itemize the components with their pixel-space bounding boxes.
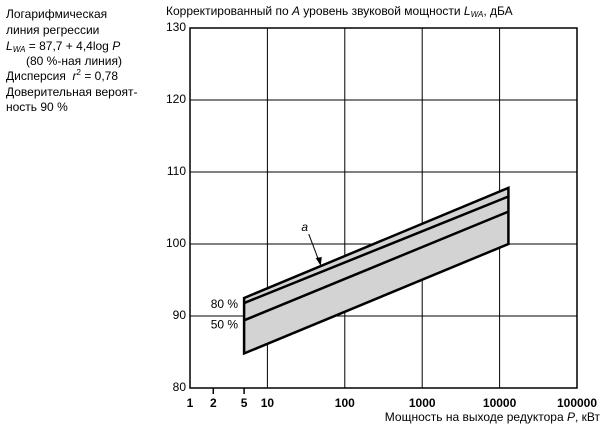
y-tick-label: 110 [167,164,186,178]
annotation: Доверительная вероят- [6,85,138,99]
x-tick-label: 10000 [483,396,517,410]
annotation: ность 90 % [6,100,68,114]
plot-frame [189,27,578,389]
series-label: 50 % [211,317,239,331]
annotation-label: a [301,220,308,234]
annotation: линия регрессии [6,23,99,37]
x-tick-label: 1 [187,396,194,410]
x-tick-label: 5 [241,396,248,410]
x-axis-label: Мощность на выходе редуктора P, кВт [385,410,601,424]
y-axis-label: Корректированный по A уровень звуковой м… [166,4,513,19]
x-tick-label: 2 [210,396,217,410]
y-tick-label: 120 [166,92,186,106]
annotation: LWA = 87,7 + 4,4log P [6,39,120,54]
annotation-block: Логарифмическая линия регрессии LWA = 87… [6,7,138,114]
y-tick-label: 90 [173,308,187,322]
annotation-arrowhead [315,257,322,267]
x-tick-label: 1000 [409,396,436,410]
y-tick-label: 130 [166,20,186,34]
y-tick-label: 100 [166,236,186,250]
y-tick-label: 80 [173,380,187,394]
annotation: Дисперсия r2 = 0,78 [6,68,118,83]
series-label: 80 % [211,297,239,311]
x-tick-label: 10 [261,396,275,410]
annotation: Логарифмическая [6,7,107,21]
x-tick-label: 100 [335,396,355,410]
series-line [243,195,509,305]
confidence-band [242,185,510,356]
annotation: (80 %-ная линия) [26,54,122,68]
x-tick-label: 100000 [557,396,597,410]
series-line [243,210,509,322]
